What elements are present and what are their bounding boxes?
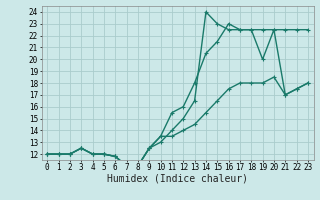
X-axis label: Humidex (Indice chaleur): Humidex (Indice chaleur) <box>107 174 248 184</box>
